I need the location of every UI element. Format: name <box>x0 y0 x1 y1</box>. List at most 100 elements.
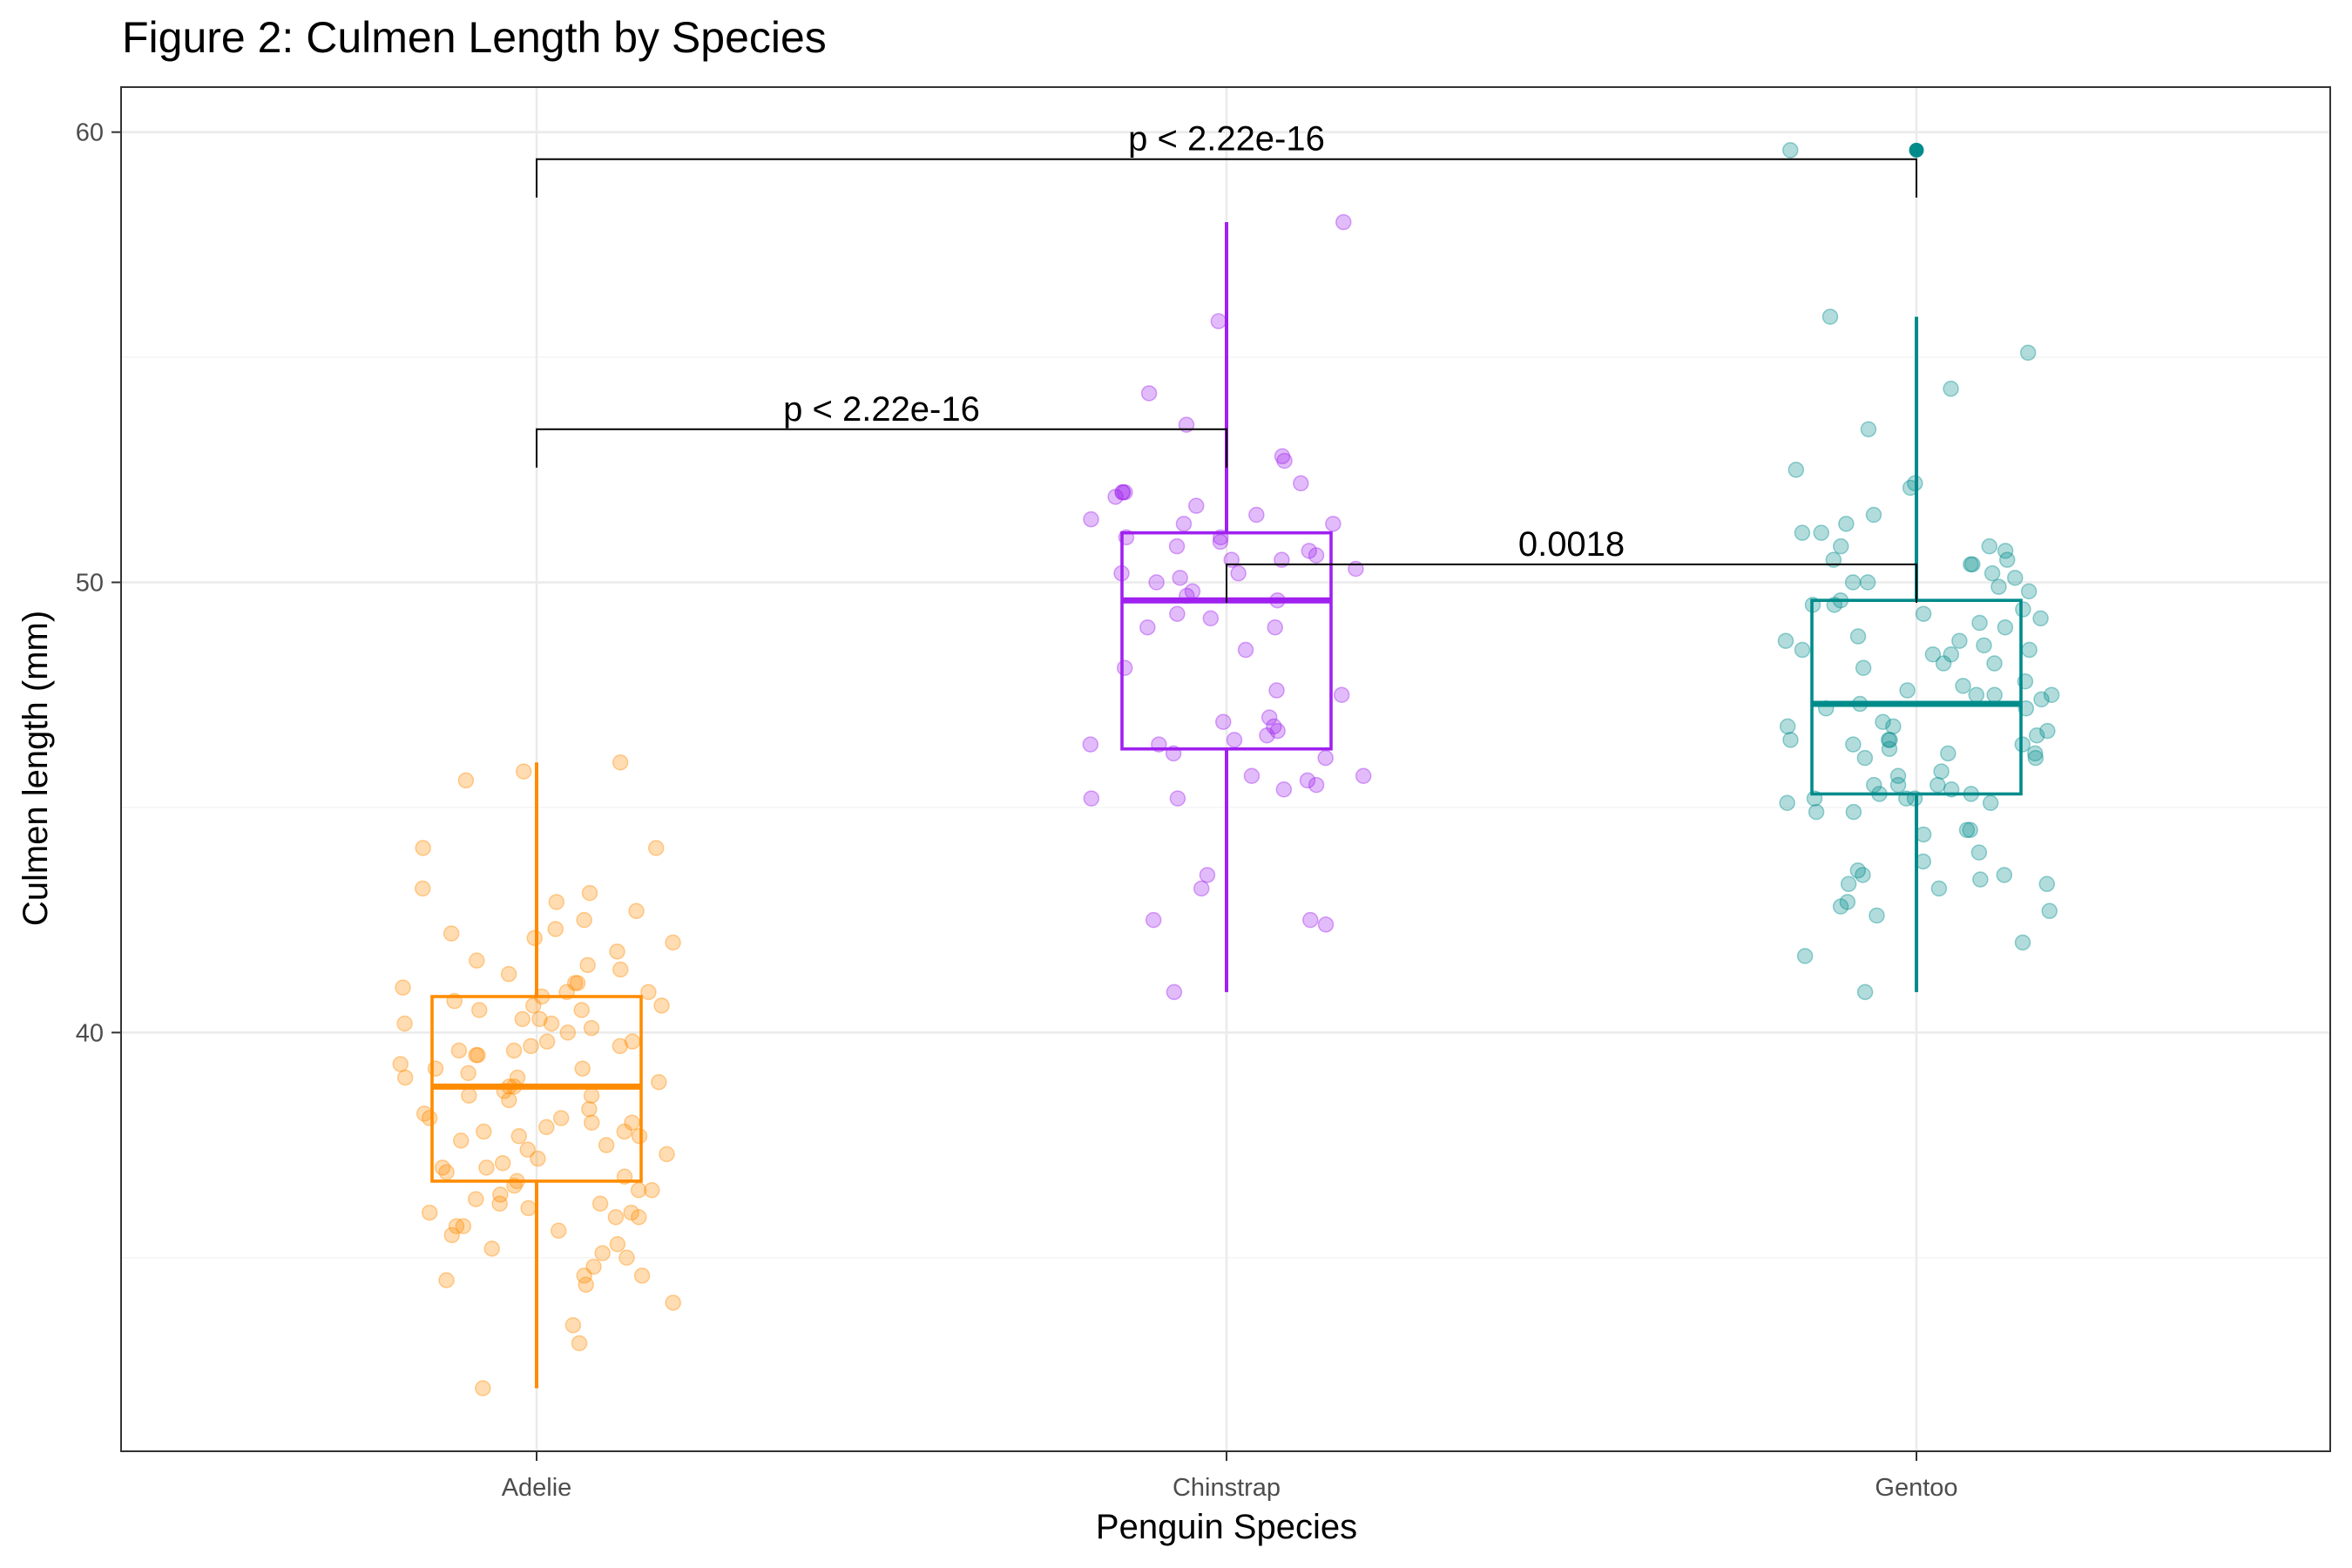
comparison-chinstrap-gentoo-bracket <box>1226 563 1917 603</box>
data-point-chinstrap <box>1151 736 1167 753</box>
data-point-adelie <box>414 880 431 897</box>
data-point-gentoo <box>1986 686 2003 703</box>
data-point-chinstrap <box>1230 564 1247 582</box>
data-point-adelie <box>475 1380 491 1396</box>
x-axis-title: Penguin Species <box>1096 1508 1357 1546</box>
data-point-adelie <box>524 997 542 1014</box>
data-point-gentoo <box>2033 691 2050 708</box>
data-point-adelie <box>492 1186 509 1203</box>
data-point-gentoo <box>1855 867 1871 883</box>
data-point-adelie <box>644 1181 660 1199</box>
data-point-adelie <box>616 1123 633 1140</box>
data-point-gentoo <box>1889 767 1907 785</box>
data-point-gentoo <box>2041 902 2058 920</box>
data-point-chinstrap <box>1113 564 1130 582</box>
data-point-gentoo <box>1838 516 1855 532</box>
data-point-adelie <box>501 1078 517 1095</box>
data-point-gentoo <box>1871 786 1888 802</box>
x-tick-label-adelie: Adelie <box>502 1474 572 1502</box>
data-point-adelie <box>576 1267 592 1284</box>
data-point-chinstrap <box>1210 313 1227 330</box>
data-point-adelie <box>470 1002 488 1018</box>
data-point-gentoo <box>1990 578 2007 595</box>
data-point-chinstrap <box>1117 483 1133 501</box>
data-point-adelie <box>612 1037 629 1055</box>
data-point-chinstrap <box>1293 475 1309 492</box>
data-point-adelie <box>427 1060 444 1077</box>
data-point-adelie <box>469 952 485 969</box>
axis-layer: 40 50 60 Adelie Chinstrap Gentoo <box>76 119 1958 1502</box>
x-tick-label-gentoo: Gentoo <box>1875 1474 1957 1502</box>
data-point-gentoo <box>1997 618 2014 636</box>
data-point-gentoo <box>1958 821 1976 839</box>
data-point-chinstrap <box>1168 537 1186 555</box>
data-point-gentoo <box>1806 790 1823 807</box>
data-point-gentoo <box>1832 898 1849 915</box>
data-point-gentoo <box>1804 597 1821 613</box>
data-point-chinstrap <box>1317 749 1334 767</box>
data-point-adelie <box>438 1272 455 1288</box>
data-point-adelie <box>591 1195 609 1212</box>
data-point-gentoo <box>1849 628 1867 645</box>
data-point-gentoo <box>1915 605 1932 622</box>
data-point-gentoo <box>1933 763 1950 780</box>
x-tick-label-chinstrap: Chinstrap <box>1173 1474 1281 1502</box>
data-point-gentoo <box>1839 894 1856 910</box>
data-point-chinstrap <box>1212 533 1229 551</box>
data-point-gentoo <box>1976 637 1992 654</box>
data-point-adelie <box>491 1195 508 1212</box>
data-point-adelie <box>443 925 460 942</box>
data-point-gentoo <box>1943 381 1959 397</box>
data-point-adelie <box>500 965 517 983</box>
data-point-adelie <box>578 1276 594 1294</box>
y-tick-label: 50 <box>76 570 104 598</box>
data-point-gentoo <box>1817 700 1835 717</box>
data-point-gentoo <box>1849 862 1867 879</box>
data-point-adelie <box>510 1127 528 1145</box>
data-point-gentoo <box>2017 700 2035 717</box>
data-point-gentoo <box>1845 736 1862 753</box>
comparison-adelie-chinstrap-bracket <box>536 428 1227 468</box>
data-point-adelie <box>468 1191 484 1207</box>
data-point-adelie <box>569 975 586 991</box>
data-point-gentoo <box>2017 672 2034 690</box>
data-point-gentoo <box>1821 308 1839 325</box>
data-point-gentoo <box>1881 740 1898 757</box>
data-point-adelie <box>455 1218 472 1234</box>
data-point-chinstrap <box>1274 448 1291 465</box>
data-point-adelie <box>628 902 645 920</box>
outlier-point-gentoo <box>1909 142 1924 158</box>
data-point-gentoo <box>1955 678 1971 694</box>
data-point-adelie <box>523 1037 539 1055</box>
data-point-adelie <box>576 911 592 929</box>
data-point-adelie <box>538 1033 556 1050</box>
y-tick-label: 60 <box>76 119 104 147</box>
data-point-adelie <box>421 1204 438 1221</box>
y-tick-label: 40 <box>76 1019 104 1047</box>
data-point-adelie <box>470 1046 486 1064</box>
data-point-adelie <box>538 1119 555 1136</box>
data-point-adelie <box>396 1069 414 1086</box>
data-point-gentoo <box>1779 794 1795 812</box>
data-point-chinstrap <box>1148 574 1165 591</box>
data-point-gentoo <box>1782 732 1799 748</box>
data-point-gentoo <box>1915 853 1931 870</box>
box-layer <box>430 142 2023 1389</box>
data-point-chinstrap <box>1179 587 1195 605</box>
data-point-adelie <box>531 1010 548 1028</box>
data-point-adelie <box>584 1114 600 1131</box>
data-point-adelie <box>509 1069 526 1086</box>
data-point-gentoo <box>1964 556 1981 573</box>
data-point-chinstrap <box>1114 483 1131 501</box>
data-point-adelie <box>514 1010 531 1028</box>
data-point-gentoo <box>1808 803 1825 821</box>
data-point-adelie <box>392 1056 409 1072</box>
data-point-adelie <box>571 1335 588 1352</box>
data-point-chinstrap <box>1299 772 1316 789</box>
data-point-adelie <box>552 1110 570 1126</box>
data-point-chinstrap <box>1355 767 1372 785</box>
data-point-chinstrap <box>1140 385 1158 402</box>
data-point-gentoo <box>1788 462 1805 478</box>
data-point-adelie <box>609 1236 626 1253</box>
data-point-adelie <box>581 884 598 902</box>
